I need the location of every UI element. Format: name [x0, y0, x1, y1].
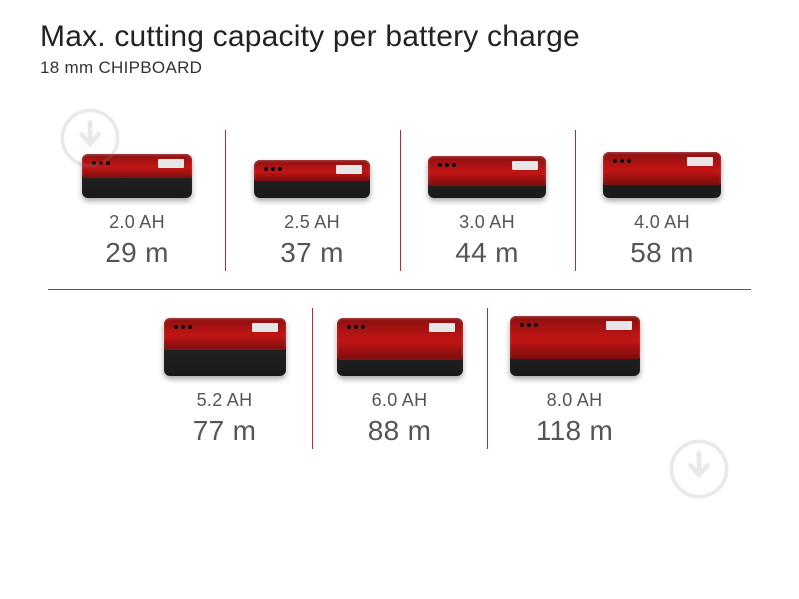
battery-distance-label: 77 m — [193, 415, 256, 447]
battery-cell: 5.2 AH 77 m — [137, 296, 312, 461]
page-subtitle: 18 mm CHIPBOARD — [40, 58, 759, 78]
battery-cell: 3.0 AH 44 m — [400, 118, 575, 283]
battery-image — [422, 128, 552, 198]
battery-image — [335, 306, 465, 376]
battery-distance-label: 88 m — [368, 415, 431, 447]
page: Max. cutting capacity per battery charge… — [0, 0, 799, 481]
battery-distance-label: 44 m — [455, 237, 518, 269]
battery-distance-label: 118 m — [536, 415, 613, 447]
battery-capacity-label: 5.2 AH — [197, 390, 253, 411]
battery-cell: 2.0 AH 29 m — [50, 118, 225, 283]
battery-grid: 2.0 AH 29 m 2.5 AH 37 m 3.0 AH 44 m — [40, 118, 759, 461]
battery-image — [597, 128, 727, 198]
battery-capacity-label: 4.0 AH — [634, 212, 690, 233]
battery-distance-label: 58 m — [630, 237, 693, 269]
battery-capacity-label: 2.0 AH — [109, 212, 165, 233]
grid-row-1: 2.0 AH 29 m 2.5 AH 37 m 3.0 AH 44 m — [40, 118, 759, 283]
battery-distance-label: 29 m — [105, 237, 168, 269]
battery-capacity-label: 2.5 AH — [284, 212, 340, 233]
battery-cell: 2.5 AH 37 m — [225, 118, 400, 283]
row-divider — [48, 289, 751, 290]
page-title: Max. cutting capacity per battery charge — [40, 20, 759, 54]
battery-cell: 4.0 AH 58 m — [575, 118, 750, 283]
grid-row-2: 5.2 AH 77 m 6.0 AH 88 m 8.0 AH 118 m — [40, 296, 759, 461]
battery-distance-label: 37 m — [280, 237, 343, 269]
battery-capacity-label: 6.0 AH — [372, 390, 428, 411]
battery-cell: 8.0 AH 118 m — [487, 296, 662, 461]
battery-capacity-label: 8.0 AH — [547, 390, 603, 411]
battery-image — [247, 128, 377, 198]
battery-cell: 6.0 AH 88 m — [312, 296, 487, 461]
battery-capacity-label: 3.0 AH — [459, 212, 515, 233]
battery-image — [160, 306, 290, 376]
battery-image — [72, 128, 202, 198]
battery-image — [510, 306, 640, 376]
